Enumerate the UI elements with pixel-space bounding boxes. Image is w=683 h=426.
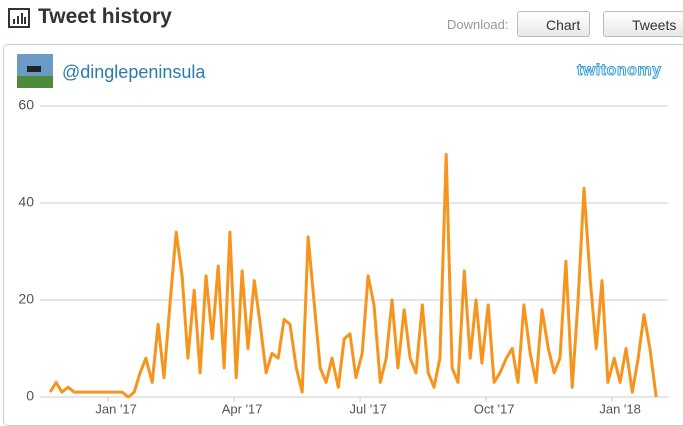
y-tick-label: 0 <box>26 388 34 404</box>
x-tick-label: Jul '17 <box>350 401 387 416</box>
line <box>50 155 656 398</box>
x-tick-label: Oct '17 <box>474 401 515 416</box>
x-tick-label: Jan '17 <box>95 401 137 416</box>
y-tick-label: 20 <box>18 291 34 307</box>
x-tick-label: Jan '18 <box>599 401 641 416</box>
y-tick-label: 60 <box>18 97 34 113</box>
y-tick-label: 40 <box>18 194 34 210</box>
page: Tweet history Download: Chart Tweets @di… <box>0 0 683 423</box>
x-tick-label: Apr '17 <box>222 401 263 416</box>
chart: 0 20 40 60 Jan '17 Apr '17 Jul '17 Oct '17 Jan '… <box>0 0 683 423</box>
